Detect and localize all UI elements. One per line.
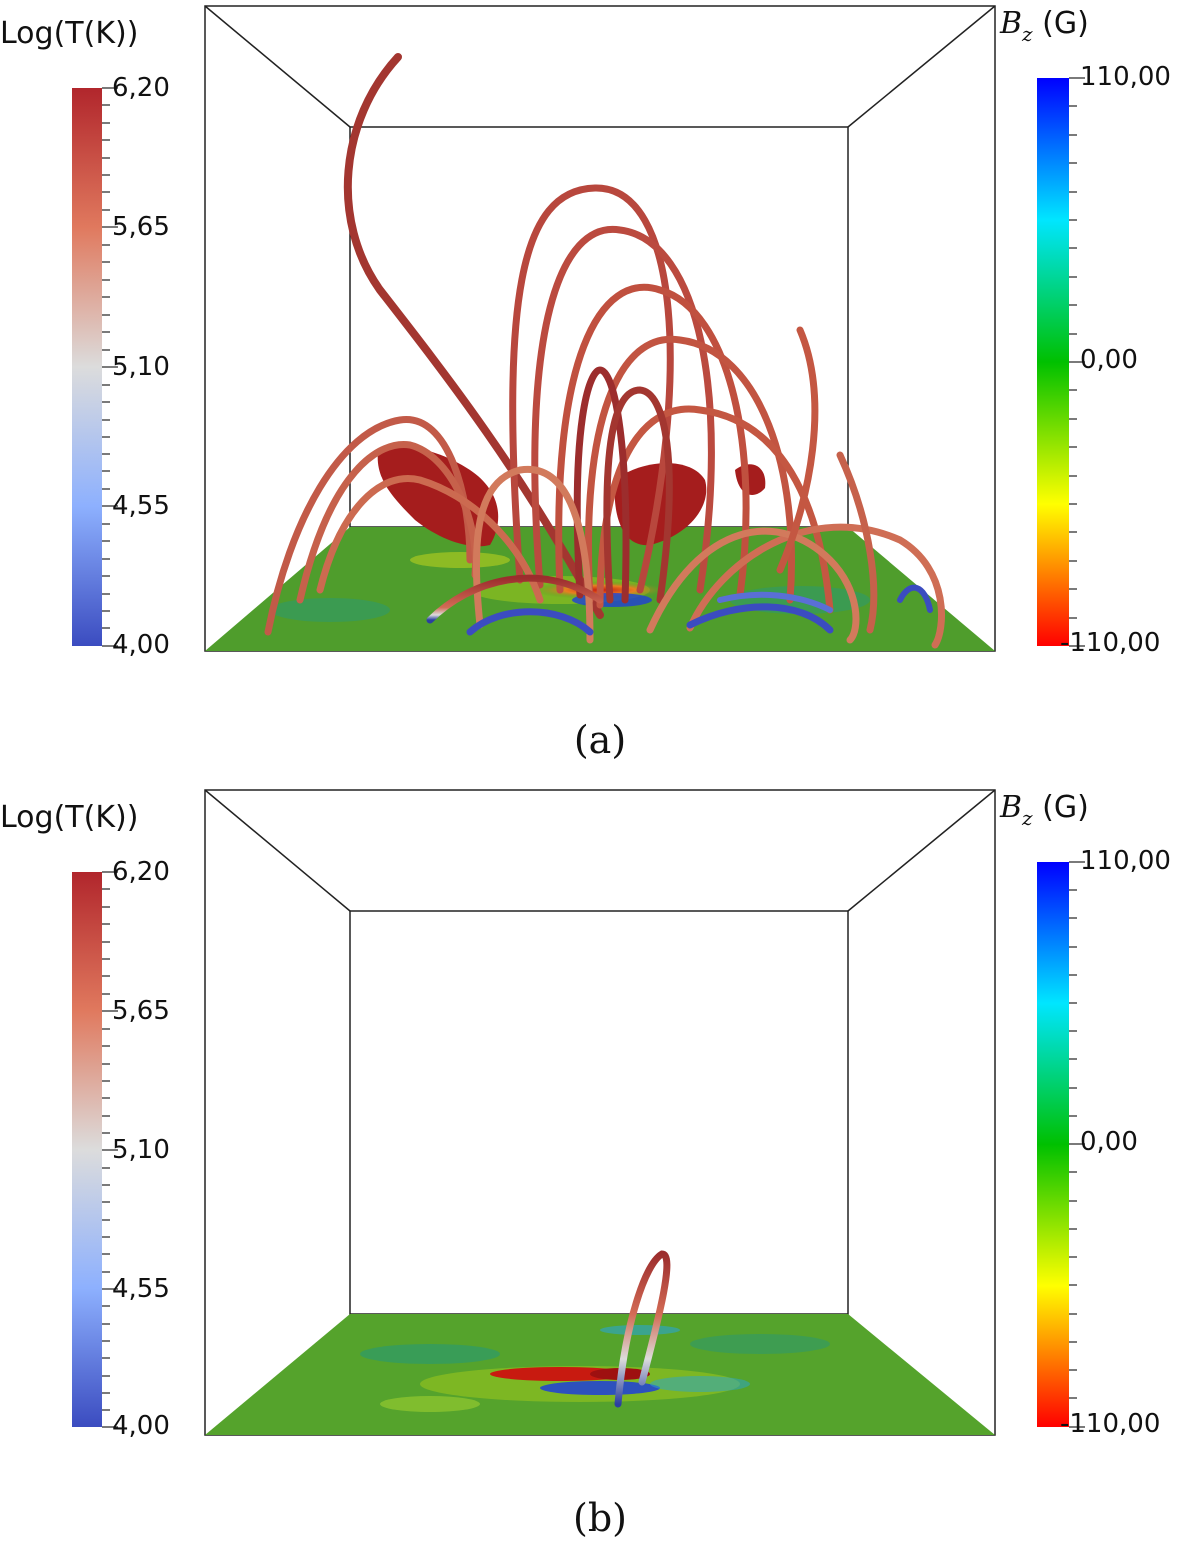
bz-unit: (G) bbox=[1042, 6, 1089, 41]
temp-tick-label: 5,10 bbox=[112, 352, 170, 382]
temp-tick-label: 5,65 bbox=[112, 212, 170, 242]
bz-subscript: z bbox=[1022, 22, 1033, 46]
temperature-colorbar-title: Log(T(K)) bbox=[0, 800, 139, 835]
temp-tick-label: 4,55 bbox=[112, 1274, 170, 1304]
magnetic-field-lines bbox=[264, 53, 945, 649]
temp-tick-label: 4,00 bbox=[112, 1411, 170, 1441]
bz-colorbar bbox=[1037, 77, 1085, 647]
bz-tick-label: 0,00 bbox=[1080, 345, 1138, 375]
bz-tick-label: -110,00 bbox=[1060, 1409, 1161, 1439]
panel-b-label: (b) bbox=[573, 1496, 627, 1540]
bz-colorbar-title: Bz (G) bbox=[1000, 790, 1089, 830]
scene-a bbox=[72, 5, 1085, 652]
magnetogram-floor bbox=[205, 1314, 995, 1435]
bz-tick-label: 110,00 bbox=[1080, 846, 1171, 876]
temperature-colorbar bbox=[72, 871, 118, 1428]
magnetic-field-lines bbox=[614, 1250, 671, 1408]
temp-tick-label: 6,20 bbox=[112, 857, 170, 887]
bz-subscript: z bbox=[1022, 806, 1033, 830]
bz-symbol: B bbox=[1000, 790, 1023, 825]
temp-tick-label: 4,55 bbox=[112, 491, 170, 521]
scene-b bbox=[72, 789, 1085, 1436]
panel-b: Log(T(K)) 6,20 5,65 5,10 4,55 4,00 Bz (G… bbox=[0, 784, 1200, 1484]
temp-tick-label: 6,20 bbox=[112, 73, 170, 103]
temperature-colorbar-title: Log(T(K)) bbox=[0, 16, 139, 51]
bz-symbol: B bbox=[1000, 6, 1023, 41]
bz-colorbar bbox=[1037, 861, 1085, 1428]
temp-tick-label: 5,65 bbox=[112, 996, 170, 1026]
bz-unit: (G) bbox=[1042, 790, 1089, 825]
bz-colorbar-title: Bz (G) bbox=[1000, 6, 1089, 46]
bz-tick-label: -110,00 bbox=[1060, 628, 1161, 658]
temp-tick-label: 4,00 bbox=[112, 630, 170, 660]
panel-a: Log(T(K)) 6,20 5,65 5,10 4,55 4,00 Bz (G… bbox=[0, 0, 1200, 700]
bz-tick-label: 110,00 bbox=[1080, 62, 1171, 92]
bz-tick-label: 0,00 bbox=[1080, 1127, 1138, 1157]
temp-tick-label: 5,10 bbox=[112, 1135, 170, 1165]
panel-a-label: (a) bbox=[573, 718, 627, 762]
temperature-colorbar bbox=[72, 87, 118, 647]
